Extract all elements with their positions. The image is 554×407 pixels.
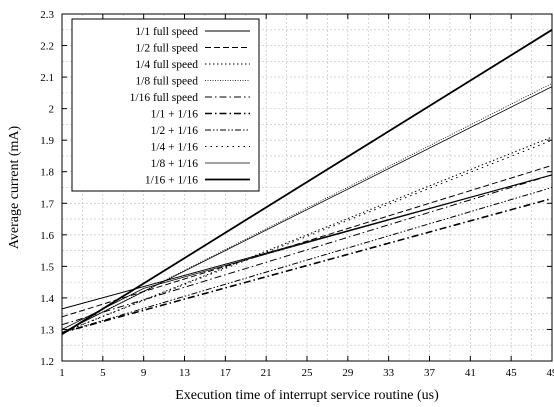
x-tick-label: 1 xyxy=(59,367,65,379)
x-tick-label: 37 xyxy=(424,367,436,379)
y-tick-label: 1.3 xyxy=(40,324,54,336)
x-axis-label: Execution time of interrupt service rout… xyxy=(175,388,439,403)
y-tick-label: 1.8 xyxy=(40,167,54,179)
x-tick-label: 33 xyxy=(383,367,395,379)
series-line-10 xyxy=(61,29,553,335)
x-tick-label: 13 xyxy=(179,367,191,379)
y-tick-label: 1.2 xyxy=(40,356,54,368)
x-tick-label: 25 xyxy=(302,367,314,379)
y-tick-label: 2.1 xyxy=(40,72,54,84)
series-line-6 xyxy=(61,197,553,334)
legend-label: 1/16 full speed xyxy=(130,92,199,104)
x-tick-label: 5 xyxy=(100,367,106,379)
series-lines xyxy=(61,29,553,335)
legend-label: 1/2 full speed xyxy=(135,43,198,55)
series-line-9 xyxy=(61,86,553,333)
y-axis-label: Average current (mA) xyxy=(7,125,22,249)
y-tick-label: 2 xyxy=(49,104,55,116)
series-line-7 xyxy=(61,187,553,334)
legend-label: 1/1 full speed xyxy=(135,26,198,38)
legend-label: 1/16 + 1/16 xyxy=(145,175,198,187)
y-tick-label: 1.4 xyxy=(40,293,54,305)
y-tick-label: 1.9 xyxy=(40,135,54,147)
x-tick-label: 17 xyxy=(220,367,232,379)
x-tick-label: 45 xyxy=(506,367,518,379)
series-line-11 xyxy=(61,174,553,330)
x-tick-label: 41 xyxy=(465,367,476,379)
x-tick-label: 9 xyxy=(141,367,147,379)
ticks xyxy=(61,13,553,362)
legend-label: 1/2 + 1/16 xyxy=(151,125,199,137)
y-tick-label: 1.7 xyxy=(40,198,54,210)
series-line-5 xyxy=(61,174,553,326)
y-tick-label: 2.2 xyxy=(40,41,54,53)
tick-labels: 1 5 9 13 17 21 25 29 33 37 41 45 49 1.2 1.3 1.4 1.5 1.6 1.… xyxy=(40,9,554,379)
y-tick-label: 1.6 xyxy=(40,230,54,242)
legend-label: 1/4 + 1/16 xyxy=(151,142,199,154)
y-tick-label: 2.3 xyxy=(40,9,54,21)
y-tick-label: 1.5 xyxy=(40,261,54,273)
x-tick-label: 21 xyxy=(261,367,272,379)
legend-label: 1/4 full speed xyxy=(135,59,198,71)
legend-label: 1/8 + 1/16 xyxy=(151,158,199,170)
legend: 1/1 full speed 1/2 full speed 1/4 full spe… xyxy=(71,18,260,192)
x-tick-label: 29 xyxy=(342,367,354,379)
series-line-4 xyxy=(61,83,553,333)
legend-label: 1/8 full speed xyxy=(135,76,198,88)
legend-label: 1/1 + 1/16 xyxy=(151,109,199,121)
x-tick-label: 49 xyxy=(547,367,554,379)
